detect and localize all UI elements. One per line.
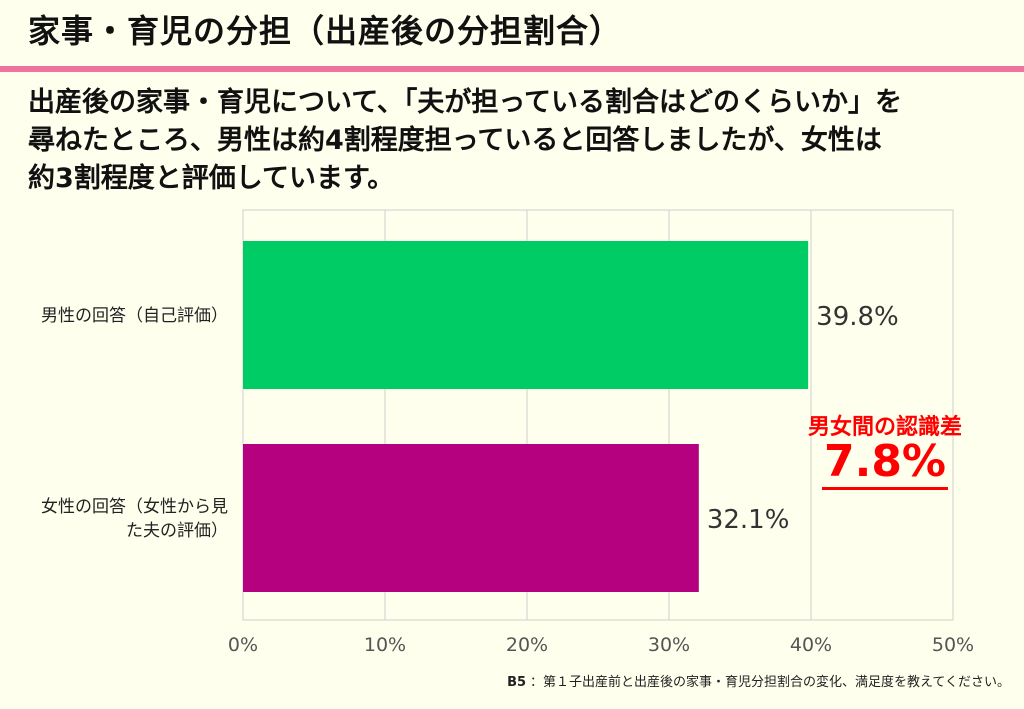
x-tick-label: 10%: [364, 634, 406, 656]
category-label: 女性の回答（女性から見た夫の評価）: [41, 497, 228, 541]
footnote-text: ：第１子出産前と出産後の家事・育児分担割合の変化、満足度を教えてください。: [530, 675, 1010, 690]
bar: [243, 241, 809, 389]
bar-value-label: 32.1%: [707, 505, 790, 535]
x-tick-label: 50%: [932, 634, 974, 656]
lead-line: 約3割程度と評価しています。: [28, 163, 395, 194]
gap-annotation-value: 7.8%: [790, 436, 980, 490]
lead-text: 出産後の家事・育児について、「夫が担っている割合はどのくらいか」を 尋ねたところ…: [28, 84, 1003, 198]
page-title: 家事・育児の分担（出産後の分担割合）: [28, 12, 623, 50]
title-underline: [0, 66, 1024, 72]
gap-annotation-label: 男女間の認識差: [807, 415, 962, 440]
lead-line: 出産後の家事・育児について、「夫が担っている割合はどのくらいか」を: [28, 87, 902, 118]
x-tick-label: 30%: [648, 634, 690, 656]
footnote: B5 ：第１子出産前と出産後の家事・育児分担割合の変化、満足度を教えてください。: [507, 671, 1010, 690]
x-tick-label: 0%: [228, 634, 258, 656]
x-tick-label: 40%: [790, 634, 832, 656]
bar: [243, 444, 699, 592]
x-tick-label: 20%: [506, 634, 548, 656]
category-label: 男性の回答（自己評価）: [41, 306, 228, 326]
gap-annotation-number: 7.8%: [821, 436, 949, 490]
lead-line: 尋ねたところ、男性は約4割程度担っていると回答しましたが、女性は: [28, 125, 882, 156]
bar-value-label: 39.8%: [816, 302, 899, 332]
footnote-id: B5: [507, 675, 527, 690]
